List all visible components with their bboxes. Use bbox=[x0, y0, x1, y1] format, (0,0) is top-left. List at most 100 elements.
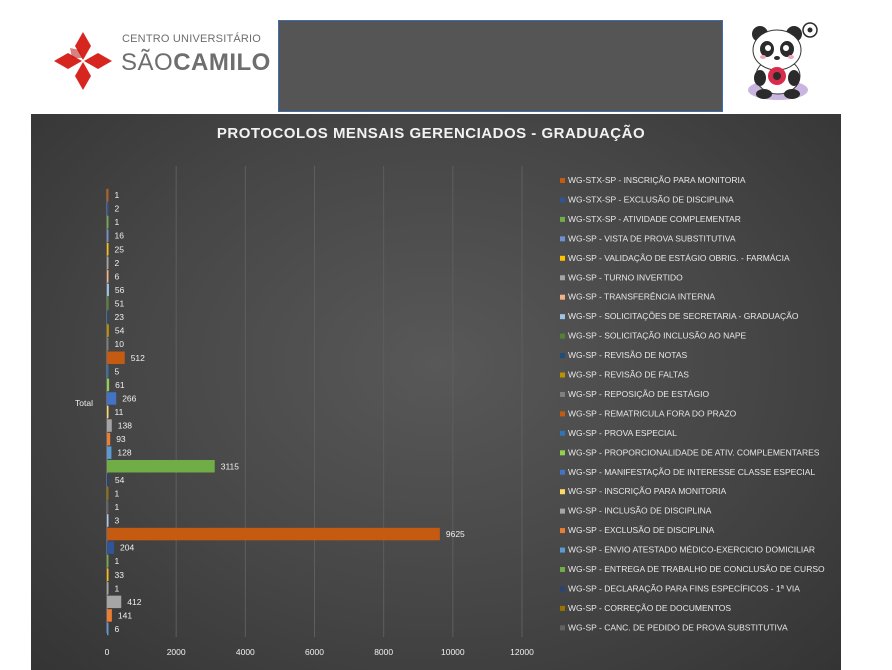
chart-panel: PROTOCOLOS MENSAIS GERENCIADOS - GRADUAÇ… bbox=[31, 114, 841, 670]
category-label-total: Total bbox=[75, 398, 93, 408]
legend-item-label: WG-SP - REPOSIÇÃO DE ESTÁGIO bbox=[568, 389, 709, 399]
logo-text-line1: CENTRO UNIVERSITÁRIO bbox=[122, 33, 262, 45]
bar bbox=[107, 229, 109, 242]
logo-text-camilo: CAMILO bbox=[173, 49, 271, 76]
bar-value-label: 54 bbox=[115, 326, 125, 336]
bar-value-label: 141 bbox=[118, 610, 132, 620]
bar bbox=[107, 527, 440, 541]
bar-value-label: 9625 bbox=[446, 529, 465, 539]
bar bbox=[107, 582, 109, 595]
legend-item-label: WG-SP - CANC. DE PEDIDO DE PROVA SUBSTIT… bbox=[568, 622, 788, 632]
data-labels: 1211625265651235410512561266111389312831… bbox=[115, 190, 466, 634]
legend-item-label: WG-SP - SOLICITAÇÕES DE SECRETARIA - GRA… bbox=[568, 311, 799, 321]
bar bbox=[107, 432, 111, 446]
legend-item-label: WG-STX-SP - EXCLUSÃO DE DISCIPLINA bbox=[568, 194, 734, 204]
bar-value-label: 16 bbox=[115, 231, 125, 241]
bar bbox=[107, 256, 109, 270]
legend-swatch bbox=[560, 353, 565, 359]
x-tick-label: 6000 bbox=[305, 647, 324, 657]
panda-mascot-icon bbox=[748, 22, 818, 100]
bar bbox=[107, 473, 109, 487]
bar-value-label: 412 bbox=[127, 597, 141, 607]
legend-swatch bbox=[560, 469, 565, 475]
bar-value-label: 266 bbox=[122, 393, 136, 403]
bar-value-label: 1 bbox=[115, 190, 120, 200]
legend-swatch bbox=[560, 333, 565, 339]
bar-value-label: 2 bbox=[115, 204, 120, 214]
x-tick-label: 2000 bbox=[167, 647, 186, 657]
bars bbox=[107, 188, 440, 636]
bar bbox=[107, 487, 109, 500]
bar bbox=[107, 500, 109, 514]
bar-value-label: 5 bbox=[115, 366, 120, 376]
legend-swatch bbox=[560, 489, 565, 495]
bar-value-label: 93 bbox=[116, 434, 126, 444]
legend-swatch bbox=[560, 236, 565, 242]
bar bbox=[107, 514, 109, 527]
legend-swatch bbox=[560, 547, 565, 553]
legend-item-label: WG-SP - MANIFESTAÇÃO DE INTERESSE CLASSE… bbox=[568, 467, 815, 477]
x-tick-label: 12000 bbox=[510, 647, 534, 657]
legend-item-label: WG-SP - VISTA DE PROVA SUBSTITUTIVA bbox=[568, 233, 736, 243]
bar-value-label: 54 bbox=[115, 475, 125, 485]
legend-item-label: WG-SP - ENTREGA DE TRABALHO DE CONCLUSÃO… bbox=[568, 564, 825, 574]
bar-value-label: 1 bbox=[115, 556, 120, 566]
legend-item-label: WG-SP - REMATRICULA FORA DO PRAZO bbox=[568, 408, 737, 418]
legend-swatch bbox=[560, 605, 565, 611]
gridlines bbox=[106, 166, 523, 637]
bar-value-label: 3 bbox=[115, 516, 120, 526]
legend-item-label: WG-SP - SOLICITAÇÃO INCLUSÃO AO NAPE bbox=[568, 331, 747, 341]
bar-value-label: 6 bbox=[115, 271, 120, 281]
bar-value-label: 25 bbox=[115, 244, 125, 254]
bar-value-label: 1 bbox=[115, 583, 120, 593]
bar bbox=[107, 446, 112, 459]
legend-item-label: WG-SP - PROVA ESPECIAL bbox=[568, 428, 677, 438]
bar bbox=[107, 609, 112, 622]
bar bbox=[107, 392, 117, 405]
bar-value-label: 512 bbox=[131, 353, 145, 363]
bar bbox=[107, 215, 109, 229]
bar-value-label: 61 bbox=[115, 380, 125, 390]
legend-item-label: WG-SP - TRANSFERÊNCIA INTERNA bbox=[568, 292, 715, 302]
bar-value-label: 51 bbox=[115, 299, 125, 309]
chart-title: PROTOCOLOS MENSAIS GERENCIADOS - GRADUAÇ… bbox=[217, 124, 645, 142]
legend-item-label: WG-SP - INCLUSÃO DE DISCIPLINA bbox=[568, 506, 712, 516]
bar bbox=[107, 595, 122, 609]
bar bbox=[107, 460, 215, 473]
bar bbox=[107, 283, 109, 297]
bar-value-label: 10 bbox=[115, 339, 125, 349]
legend-swatch bbox=[560, 586, 565, 592]
bar-value-label: 138 bbox=[118, 421, 132, 431]
legend-swatch bbox=[560, 314, 565, 320]
bar-value-label: 56 bbox=[115, 285, 125, 295]
bar-value-label: 23 bbox=[115, 312, 125, 322]
legend-swatch bbox=[560, 294, 565, 300]
legend-item-label: WG-SP - REVISÃO DE NOTAS bbox=[568, 350, 688, 360]
sao-camilo-logo: CENTRO UNIVERSITÁRIO SÃOCAMILO bbox=[52, 30, 272, 90]
legend-swatch bbox=[560, 567, 565, 572]
bar bbox=[107, 297, 109, 310]
x-tick-label: 0 bbox=[105, 647, 110, 657]
bar bbox=[107, 622, 109, 636]
legend: WG-STX-SP - INSCRIÇÃO PARA MONITORIA WG-S… bbox=[560, 175, 825, 632]
legend-swatch bbox=[560, 275, 565, 281]
legend-swatch bbox=[560, 528, 565, 534]
bar bbox=[107, 202, 109, 215]
legend-item-label: WG-SP - CORREÇÃO DE DOCUMENTOS bbox=[568, 603, 731, 613]
bar bbox=[107, 243, 109, 256]
legend-swatch bbox=[560, 450, 565, 456]
bar-value-label: 1 bbox=[115, 502, 120, 512]
legend-item-label: WG-SP - VALIDAÇÃO DE ESTÁGIO OBRIG. - FA… bbox=[568, 253, 790, 263]
legend-swatch bbox=[560, 372, 565, 378]
bar bbox=[107, 324, 109, 337]
bar bbox=[107, 351, 125, 364]
x-tick-label: 4000 bbox=[236, 647, 255, 657]
x-tick-label: 8000 bbox=[374, 647, 393, 657]
bar bbox=[107, 188, 109, 202]
bar bbox=[107, 568, 109, 581]
bar bbox=[107, 365, 109, 378]
logo-cross-icon bbox=[54, 32, 112, 90]
legend-swatch bbox=[560, 255, 565, 261]
x-tick-label: 10000 bbox=[441, 647, 465, 657]
legend-item-label: WG-SP - DECLARAÇÃO PARA FINS ESPECÍFICOS… bbox=[568, 583, 800, 593]
